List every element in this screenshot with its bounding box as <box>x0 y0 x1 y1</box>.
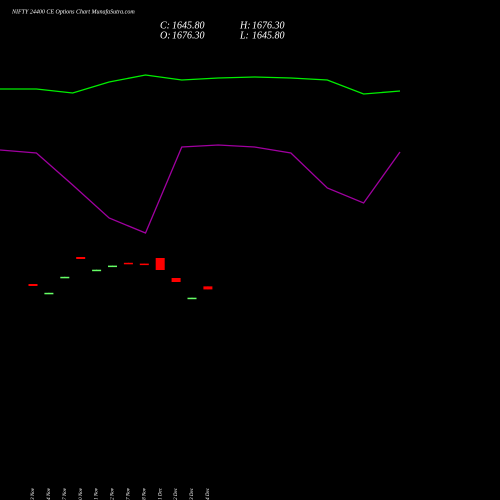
x-tick-label: 04 Dec <box>206 487 211 500</box>
candle-body <box>203 286 213 290</box>
x-tick-label: 17 Nov <box>63 487 68 500</box>
ohlc-value: 1676.30 <box>172 30 205 41</box>
candle-body <box>155 258 165 270</box>
candle-body <box>123 262 133 265</box>
chart-title: NIFTY 24400 CE Options Chart MunafaSutra… <box>11 8 135 15</box>
x-tick-label: 28 Nov <box>142 487 147 500</box>
ohlc-value: 1645.80 <box>252 30 285 41</box>
x-tick-label: 03 Dec <box>190 487 195 500</box>
x-tick-label: 14 Nov <box>47 487 52 500</box>
candle-body <box>76 257 86 259</box>
x-tick-label: 02 Dec <box>174 487 179 500</box>
candle-body <box>28 284 38 286</box>
indicator-line <box>0 74 401 95</box>
candle-body <box>44 292 54 295</box>
x-tick-label: 13 Nov <box>31 487 36 500</box>
x-tick-label: 20 Nov <box>79 487 84 500</box>
indicator-line <box>0 144 401 234</box>
candle-body <box>139 263 149 266</box>
x-tick-label: 27 Nov <box>127 487 132 500</box>
candle-body <box>171 278 181 282</box>
candle-body <box>92 269 102 272</box>
x-tick-label: 21 Nov <box>95 487 100 500</box>
ohlc-label: L: <box>239 30 249 41</box>
ohlc-label: C: <box>160 20 170 31</box>
ohlc-value: 1676.30 <box>252 20 285 31</box>
candle-body <box>108 265 117 268</box>
x-tick-label: 01 Dec <box>158 487 163 500</box>
ohlc-label: H: <box>239 20 251 31</box>
ohlc-label: O: <box>160 30 171 41</box>
candle-body <box>187 297 197 300</box>
x-tick-label: 22 Nov <box>111 487 116 500</box>
candle-body <box>60 276 70 279</box>
ohlc-value: 1645.80 <box>172 20 205 31</box>
